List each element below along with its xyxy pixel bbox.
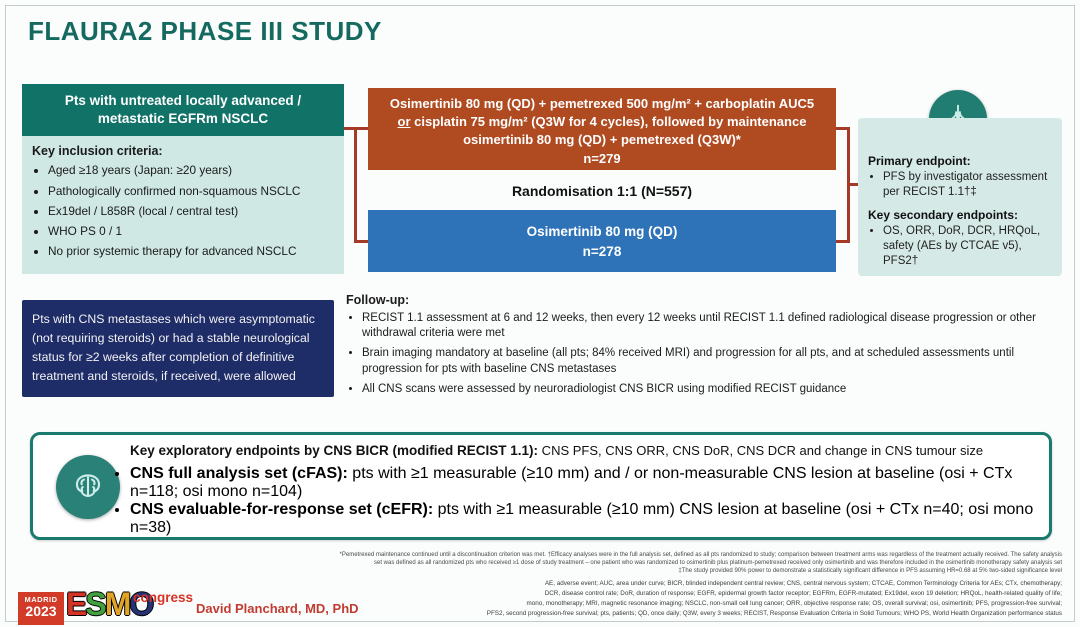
exploratory-text: Key exploratory endpoints by CNS BICR (m… bbox=[130, 443, 1035, 537]
cefr-label: CNS evaluable-for-response set (cEFR): bbox=[130, 501, 434, 518]
footnotes: *Pemetrexed maintenance continued until … bbox=[170, 551, 1062, 575]
connector-line bbox=[354, 127, 357, 243]
chemo-arm-n: n=279 bbox=[583, 150, 621, 166]
abbreviation-line: PFS2, second progression-free survival; … bbox=[486, 610, 1062, 617]
population-header: Pts with untreated locally advanced / me… bbox=[22, 84, 344, 137]
list-item: Ex19del / L858R (local / central test) bbox=[48, 204, 334, 218]
population-box: Pts with untreated locally advanced / me… bbox=[22, 84, 344, 275]
chemo-arm-or: or bbox=[397, 114, 411, 130]
inclusion-criteria-heading: Key inclusion criteria: bbox=[32, 144, 163, 159]
list-item: No prior systemic therapy for advanced N… bbox=[48, 244, 334, 258]
list-item: RECIST 1.1 assessment at 6 and 12 weeks,… bbox=[362, 311, 1058, 341]
exploratory-title-bold: Key exploratory endpoints by CNS BICR (m… bbox=[130, 443, 539, 458]
footnote-line: *Pemetrexed maintenance continued until … bbox=[339, 552, 1062, 558]
esmo-letter: M bbox=[104, 586, 132, 622]
endpoints-panel: Primary endpoint: PFS by investigator as… bbox=[858, 118, 1062, 276]
footnote-line: ‡The study provided 90% power to demonst… bbox=[678, 568, 1062, 574]
inclusion-criteria-panel: Key inclusion criteria: Aged ≥18 years (… bbox=[22, 136, 344, 275]
chemo-arm-line3: osimertinib 80 mg (QD) + pemetrexed (Q3W… bbox=[463, 132, 741, 148]
exploratory-list: CNS full analysis set (cFAS): pts with ≥… bbox=[130, 465, 1035, 537]
connector-line bbox=[847, 183, 858, 186]
congress-label: congress bbox=[133, 590, 194, 605]
followup-heading: Follow-up: bbox=[346, 293, 410, 307]
exploratory-title-rest: CNS PFS, CNS ORR, CNS DoR, CNS DCR and c… bbox=[538, 443, 984, 458]
chemo-arm-line2: cisplatin 75 mg/m² (Q3W for 4 cycles), f… bbox=[410, 114, 807, 130]
list-item: Aged ≥18 years (Japan: ≥20 years) bbox=[48, 163, 334, 177]
list-item: Brain imaging mandatory at baseline (all… bbox=[362, 346, 1058, 376]
venue-city: MADRID bbox=[24, 595, 58, 604]
page-title: FLAURA2 PHASE III STUDY bbox=[28, 16, 382, 46]
exploratory-endpoints-box bbox=[30, 432, 1052, 540]
list-item: OS, ORR, DoR, DCR, HRQoL, safety (AEs by… bbox=[883, 224, 1052, 269]
list-item: CNS evaluable-for-response set (cEFR): p… bbox=[130, 501, 1035, 537]
connector-line bbox=[836, 127, 850, 130]
esmo-logo: ESMO bbox=[66, 586, 154, 623]
primary-endpoint-heading: Primary endpoint: bbox=[868, 154, 971, 168]
randomisation-label: Randomisation 1:1 (N=557) bbox=[511, 183, 693, 199]
footnote-line: set was defined as all randomized pts wh… bbox=[374, 560, 1062, 566]
mono-arm-n: n=278 bbox=[582, 244, 622, 260]
presenter-name: David Planchard, MD, PhD bbox=[196, 601, 359, 616]
madrid-2023-badge: MADRID 2023 bbox=[18, 592, 64, 625]
exploratory-title: Key exploratory endpoints by CNS BICR (m… bbox=[130, 443, 1035, 458]
cefr-detail: pts with ≥1 measurable (≥10 mm) CNS lesi… bbox=[130, 501, 1034, 536]
list-item: WHO PS 0 / 1 bbox=[48, 224, 334, 238]
cns-eligibility-box: Pts with CNS metastases which were asymp… bbox=[22, 300, 334, 397]
followup-section: Follow-up: RECIST 1.1 assessment at 6 an… bbox=[346, 293, 1058, 402]
abbreviation-line: DCR, disease control rate; DoR, duration… bbox=[544, 590, 1062, 597]
esmo-letter: E bbox=[66, 586, 87, 622]
cfas-label: CNS full analysis set (cFAS): bbox=[130, 465, 348, 482]
list-item: All CNS scans were assessed by neuroradi… bbox=[362, 382, 1058, 397]
inclusion-criteria-list: Aged ≥18 years (Japan: ≥20 years) Pathol… bbox=[32, 163, 334, 258]
abbreviation-line: AE, adverse event; AUC, area under curve… bbox=[544, 580, 1062, 587]
primary-endpoint-list: PFS by investigator assessment per RECIS… bbox=[868, 170, 1052, 200]
list-item: PFS by investigator assessment per RECIS… bbox=[883, 170, 1052, 200]
chemo-arm-line1: Osimertinib 80 mg (QD) + pemetrexed 500 … bbox=[389, 96, 815, 111]
cfas-detail: pts with ≥1 measurable (≥10 mm) and / or… bbox=[130, 465, 1013, 500]
list-item: CNS full analysis set (cFAS): pts with ≥… bbox=[130, 465, 1035, 501]
abbreviation-line: mono, monotherapy; MRI, magnetic resonan… bbox=[526, 600, 1062, 607]
venue-year: 2023 bbox=[25, 603, 57, 619]
chemo-arm-box: Osimertinib 80 mg (QD) + pemetrexed 500 … bbox=[368, 88, 836, 170]
mono-arm-line1: Osimertinib 80 mg (QD) bbox=[526, 224, 678, 239]
connector-line bbox=[354, 240, 368, 243]
secondary-endpoints-list: OS, ORR, DoR, DCR, HRQoL, safety (AEs by… bbox=[868, 224, 1052, 269]
secondary-endpoints-heading: Key secondary endpoints: bbox=[868, 207, 1019, 222]
list-item: Pathologically confirmed non-squamous NS… bbox=[48, 184, 334, 198]
mono-arm-box: Osimertinib 80 mg (QD) n=278 bbox=[368, 210, 836, 272]
esmo-letter: S bbox=[85, 586, 106, 622]
brain-icon bbox=[56, 455, 120, 519]
connector-line bbox=[836, 240, 850, 243]
abbreviations: AE, adverse event; AUC, area under curve… bbox=[414, 579, 1062, 619]
followup-list: RECIST 1.1 assessment at 6 and 12 weeks,… bbox=[346, 311, 1058, 397]
esmo-letter: O bbox=[129, 586, 154, 622]
